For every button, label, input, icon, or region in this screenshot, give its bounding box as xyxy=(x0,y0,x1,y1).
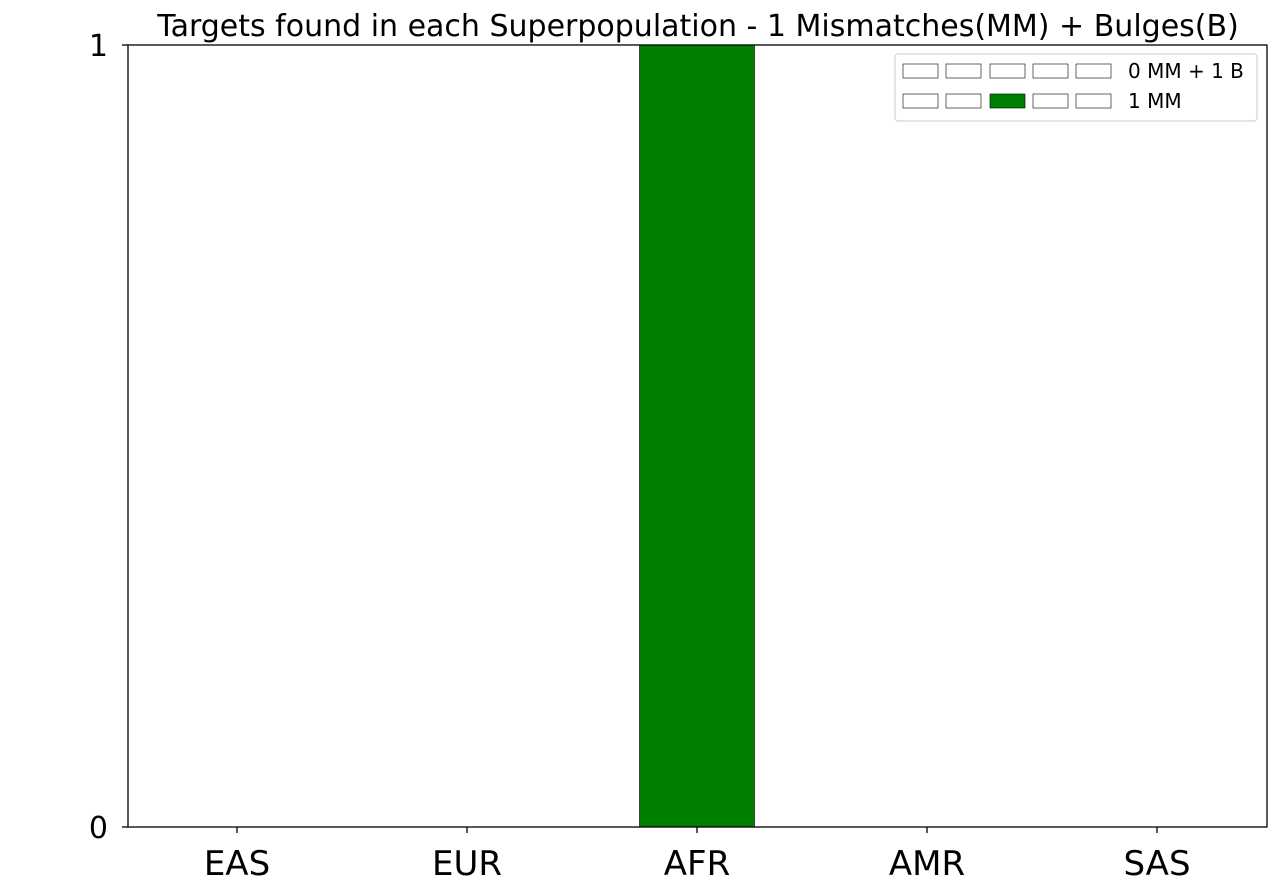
legend: 0 MM + 1 B 1 MM xyxy=(894,53,1258,122)
bars-layer xyxy=(639,44,755,828)
x-tick-label-eur: EUR xyxy=(432,844,502,880)
chart-title: Targets found in each Superpopulation - … xyxy=(156,9,1239,44)
legend-label: 0 MM + 1 B xyxy=(1128,59,1244,83)
legend-swatch xyxy=(1075,93,1112,109)
x-axis: EAS EUR AFR AMR SAS xyxy=(204,827,1191,880)
legend-swatch xyxy=(945,63,982,79)
x-tick-label-amr: AMR xyxy=(889,844,965,880)
legend-swatch xyxy=(1075,63,1112,79)
legend-swatch xyxy=(902,93,939,109)
legend-swatch xyxy=(1032,93,1069,109)
legend-box xyxy=(894,53,1258,122)
legend-swatch xyxy=(1032,63,1069,79)
legend-swatch xyxy=(945,93,982,109)
x-tick-label-afr: AFR xyxy=(664,844,730,880)
legend-swatch xyxy=(989,93,1026,109)
legend-label: 1 MM xyxy=(1128,89,1182,113)
legend-swatch xyxy=(902,63,939,79)
x-tick-label-sas: SAS xyxy=(1123,844,1190,880)
legend-swatch xyxy=(989,63,1026,79)
y-tick-label: 0 xyxy=(89,811,108,846)
bar-afr-series-1 xyxy=(639,44,755,828)
y-axis: 01 xyxy=(89,29,128,846)
y-tick-label: 1 xyxy=(89,29,108,64)
x-tick-label-eas: EAS xyxy=(204,844,270,880)
